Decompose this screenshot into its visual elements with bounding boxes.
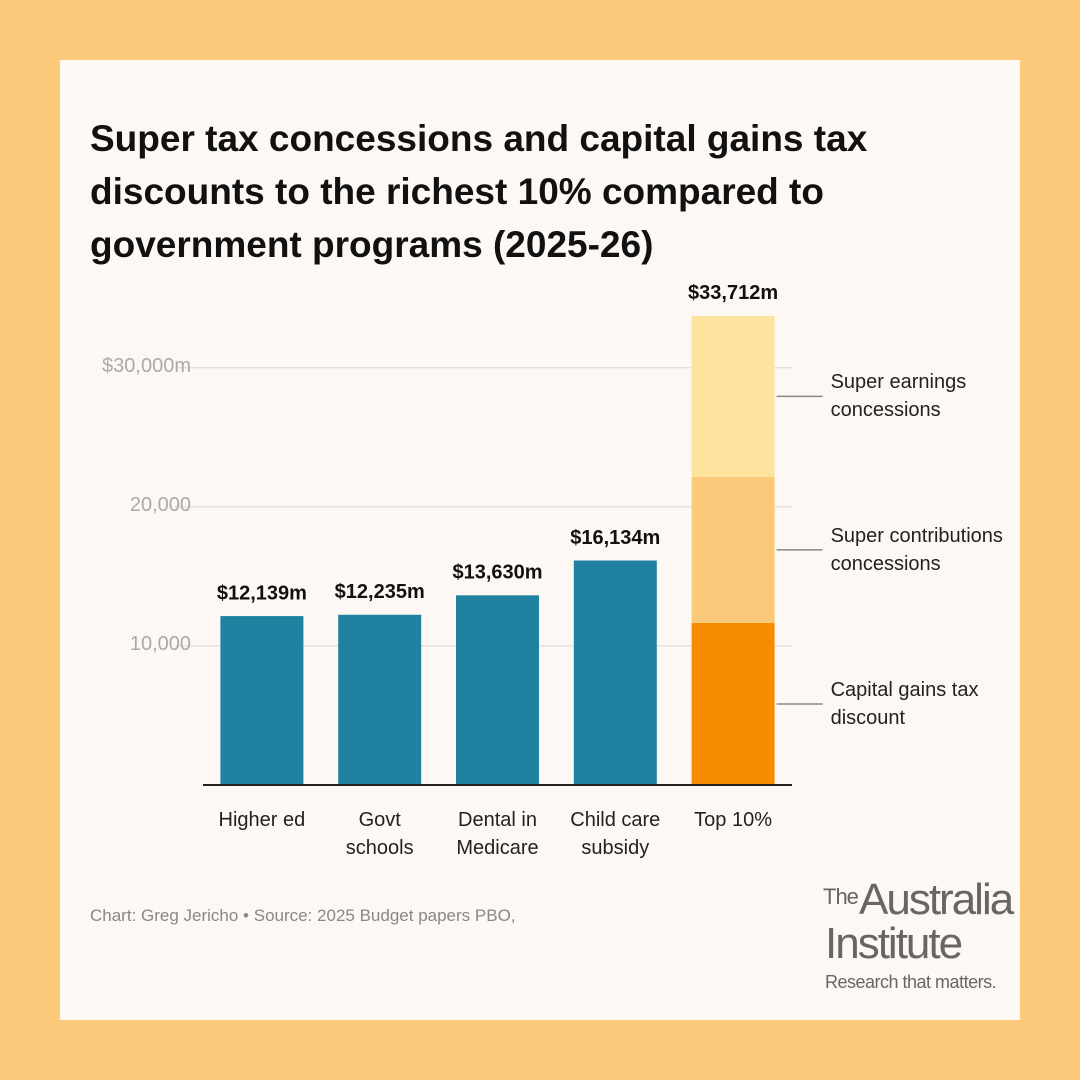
card: Super tax concessions and capital gains …: [60, 60, 1020, 1020]
bar: [456, 595, 539, 785]
legend-label: Super earnings concessions: [830, 371, 967, 422]
x-tick-label: Dental in Medicare: [456, 809, 539, 859]
legend-label: Capital gains tax discount: [830, 678, 979, 729]
x-tick-label: Higher ed: [218, 809, 306, 831]
chart-title: Super tax concessions and capital gains …: [90, 118, 868, 265]
y-tick-label: 20,000: [130, 494, 191, 516]
y-tick-label: $30,000m: [102, 355, 191, 377]
x-tick-label: Govt schools: [345, 809, 414, 859]
bar-segment: [691, 315, 775, 477]
logo-line: Institute: [825, 919, 963, 968]
logo-prefix: The: [823, 884, 859, 909]
value-label: $16,134m: [570, 527, 660, 549]
bar-segment: [691, 622, 775, 785]
logo-tagline: Research that matters.: [825, 972, 997, 992]
x-tick-label: Child care subsidy: [570, 809, 661, 859]
logo-line: Australia: [859, 875, 1014, 924]
bar-segment: [691, 476, 775, 623]
bar: [338, 614, 422, 785]
value-label: $12,139m: [217, 582, 307, 604]
bar: [573, 560, 657, 785]
value-label: $33,712m: [688, 282, 778, 304]
legend-label: Super contributions concessions: [830, 524, 1003, 575]
y-tick-label: 10,000: [130, 633, 191, 655]
bar: [220, 616, 304, 785]
x-tick-label: Top 10%: [694, 809, 773, 831]
source-note: Chart: Greg Jericho • Source: 2025 Budge…: [90, 906, 516, 925]
value-label: $13,630m: [452, 562, 542, 584]
value-label: $12,235m: [335, 581, 425, 603]
chart: 10,000 20,000 $30,000m $12,139m $12,235m $13,…: [102, 282, 823, 786]
